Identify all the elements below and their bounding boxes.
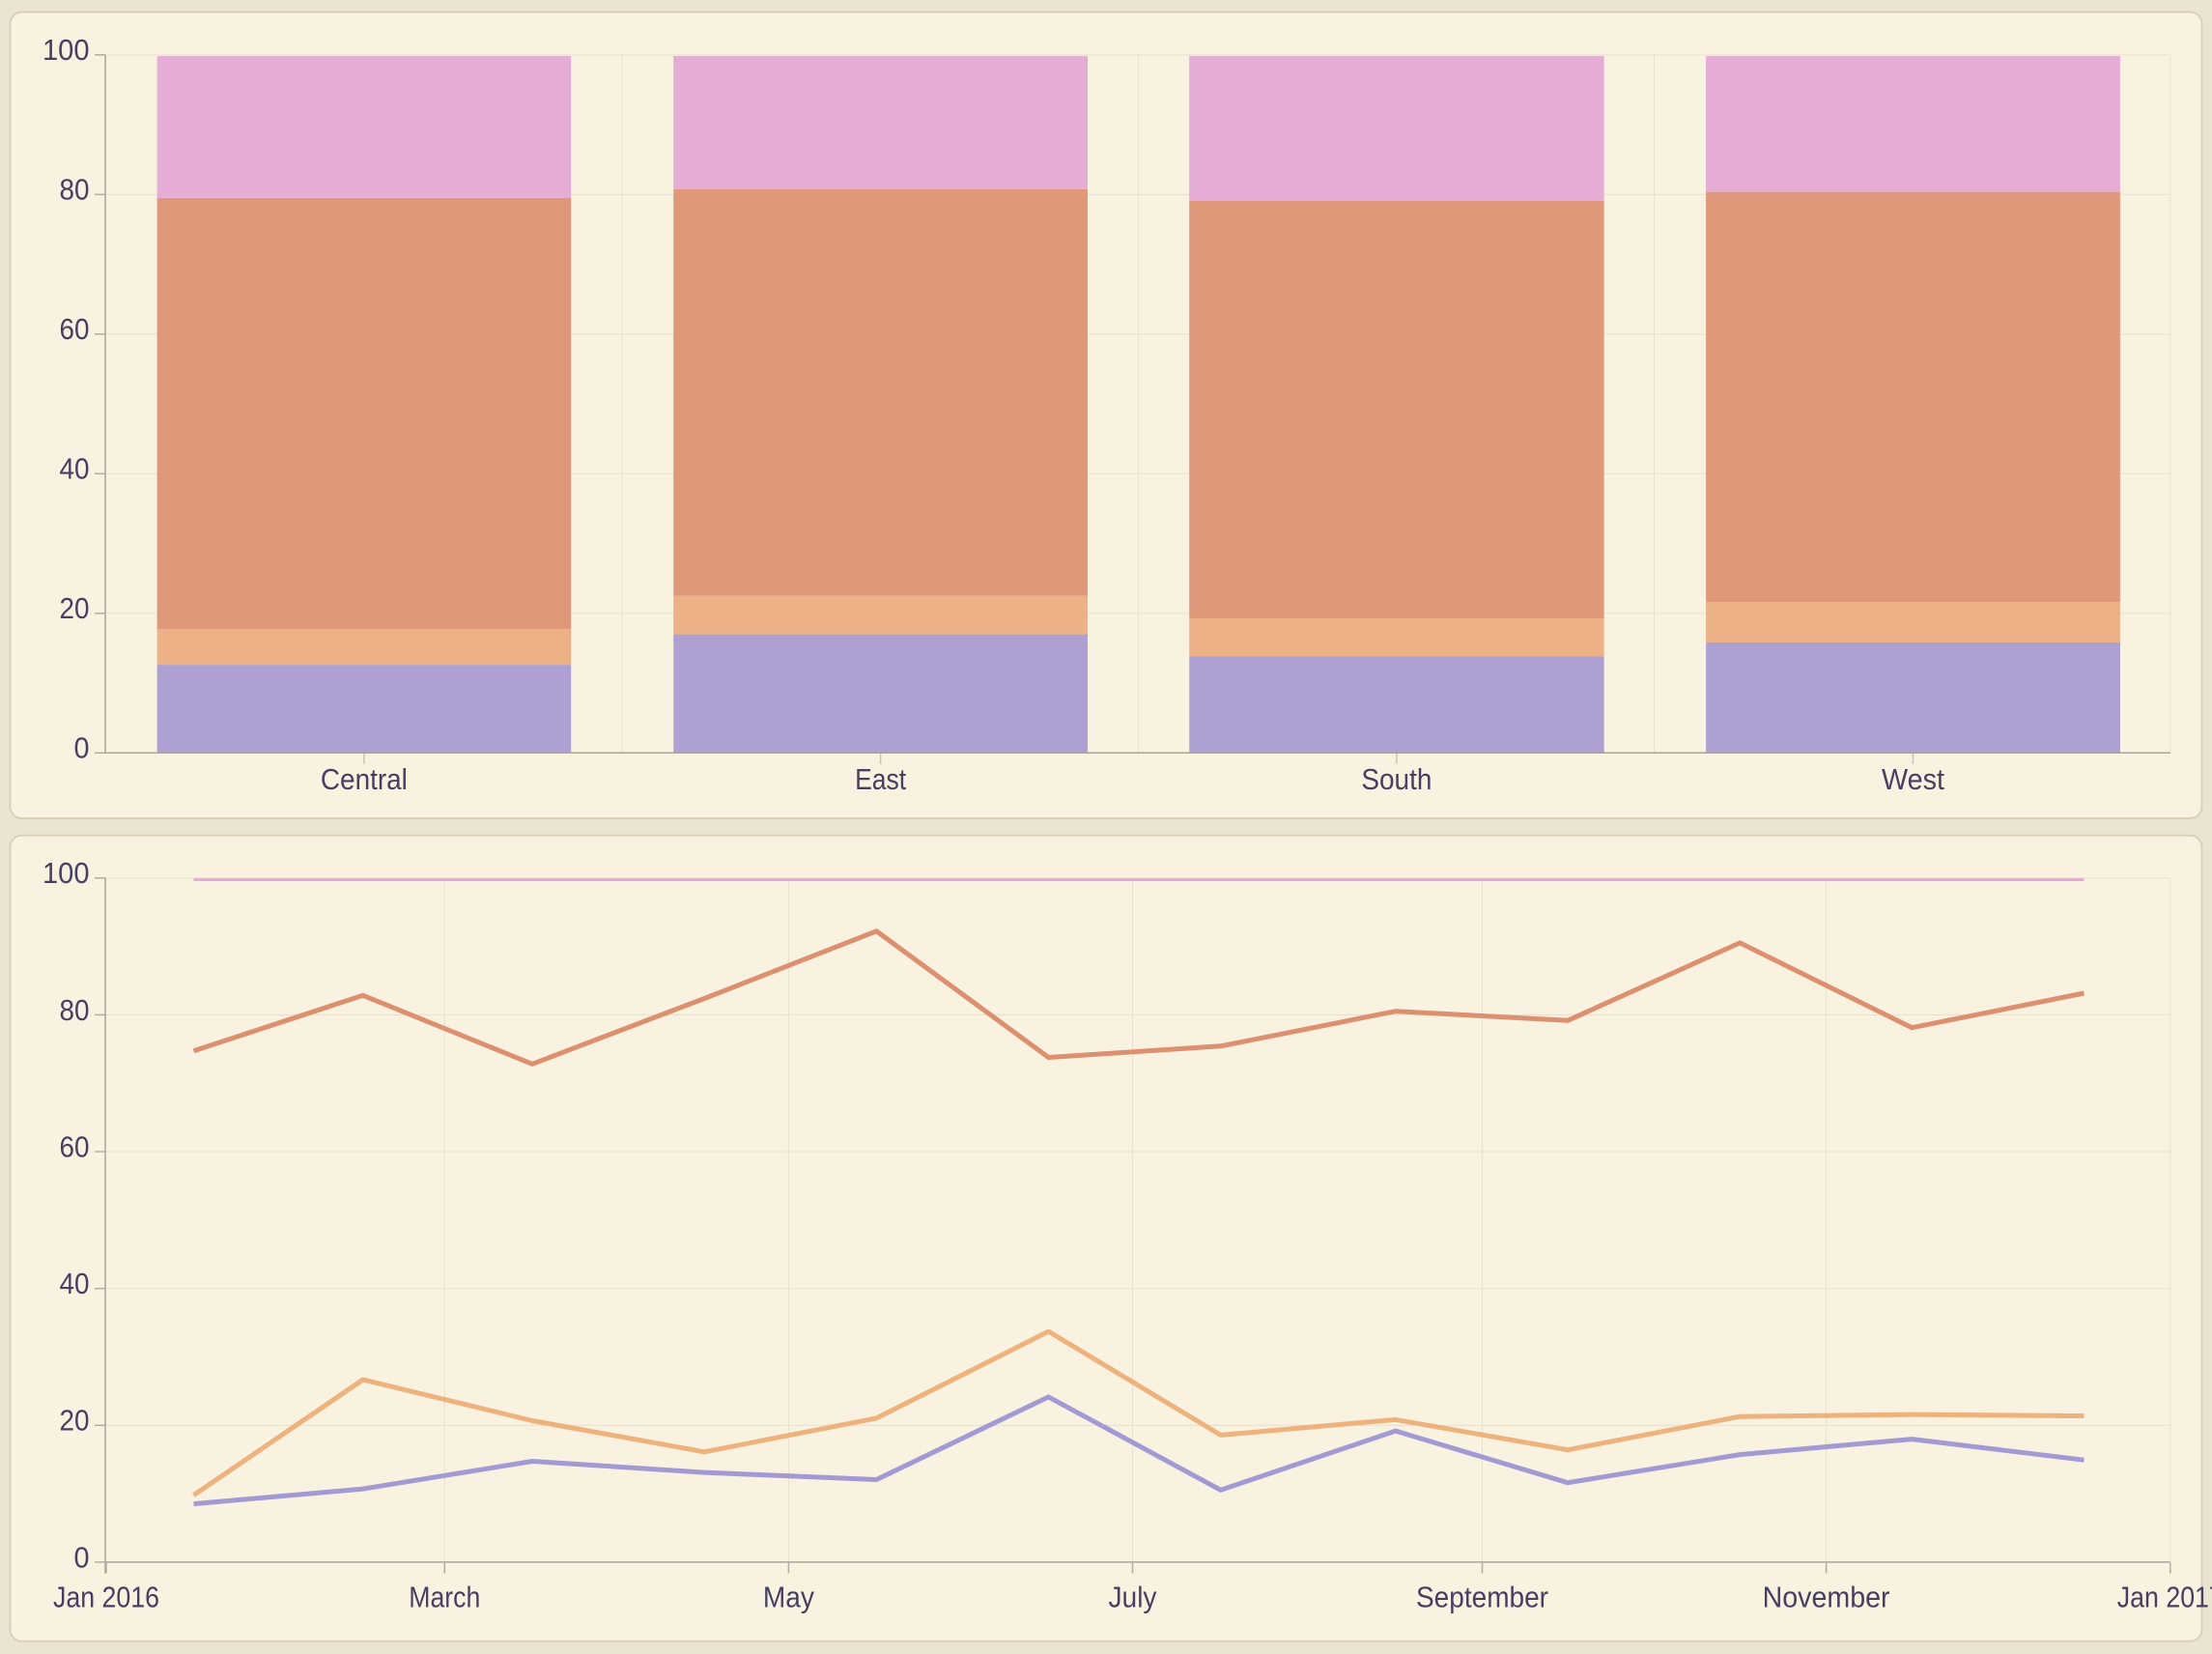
svg-text:100: 100: [43, 856, 90, 890]
svg-text:100: 100: [43, 33, 90, 67]
svg-text:80: 80: [60, 173, 90, 207]
svg-text:May: May: [763, 1580, 814, 1613]
svg-text:November: November: [1763, 1580, 1890, 1613]
svg-text:40: 40: [60, 452, 90, 486]
svg-text:East: East: [855, 762, 906, 796]
svg-text:July: July: [1109, 1580, 1157, 1613]
svg-text:March: March: [409, 1580, 480, 1613]
svg-text:40: 40: [60, 1267, 90, 1300]
svg-text:20: 20: [60, 591, 90, 625]
svg-text:60: 60: [60, 312, 90, 346]
svg-text:Jan 2017: Jan 2017: [2117, 1580, 2212, 1613]
svg-text:60: 60: [60, 1129, 90, 1163]
svg-text:Jan 2016: Jan 2016: [53, 1580, 159, 1613]
svg-text:South: South: [1361, 762, 1432, 796]
svg-text:0: 0: [74, 1540, 90, 1574]
svg-text:West: West: [1882, 762, 1944, 796]
svg-text:September: September: [1416, 1580, 1548, 1613]
svg-text:Central: Central: [321, 762, 408, 796]
svg-text:20: 20: [60, 1404, 90, 1438]
svg-text:0: 0: [74, 731, 90, 765]
svg-text:80: 80: [60, 993, 90, 1027]
